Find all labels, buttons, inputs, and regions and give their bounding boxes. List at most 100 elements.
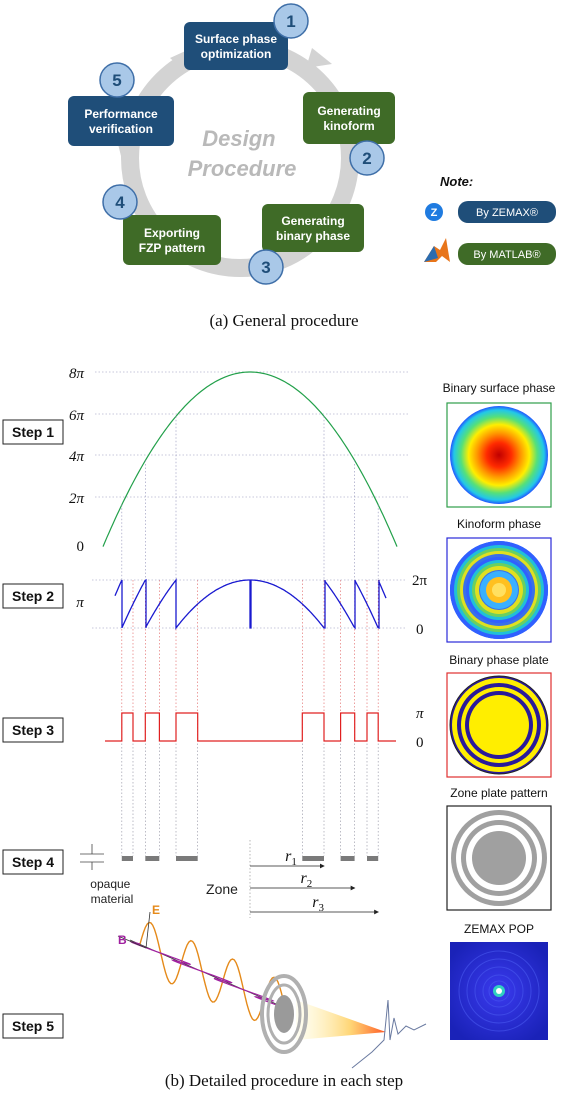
radius-subscript: 2 xyxy=(307,878,313,890)
matlab-legend-pill xyxy=(458,243,556,265)
step-label-box xyxy=(2,583,64,609)
step-box-label-line: binary phase xyxy=(276,229,350,243)
panel-title: Binary surface phase xyxy=(443,381,556,395)
radius-label: r1 xyxy=(285,848,297,868)
step-box-label-line: Surface phase xyxy=(195,32,277,46)
e-axis xyxy=(145,911,151,949)
step-label-box xyxy=(2,849,64,875)
step-label-box xyxy=(2,717,64,743)
step5-illustration: E B xyxy=(117,903,427,1069)
step3-binary-curve xyxy=(105,712,396,742)
pop-ring xyxy=(458,950,540,1032)
step-number-text: 3 xyxy=(261,258,270,277)
step-label: Step 5 xyxy=(12,1018,54,1034)
zemax-pop-rings xyxy=(458,950,540,1032)
focal-intensity-profile xyxy=(351,999,427,1069)
step-box-4 xyxy=(123,215,221,265)
opaque-zone-bar xyxy=(176,856,198,861)
opaque-line-2: material xyxy=(91,892,134,906)
opaque-zone-bar xyxy=(302,856,324,861)
zemax-legend-label: By ZEMAX® xyxy=(476,207,538,219)
step-box-label: Exporting FZP pattern xyxy=(139,226,205,255)
result-panels: Binary surface phase Kinoform phase Bina… xyxy=(443,381,556,1040)
panel-title: Kinoform phase xyxy=(457,517,541,531)
step3-tick-label: π xyxy=(416,706,424,722)
zone-label: Zone xyxy=(206,881,238,897)
e-field-label: E xyxy=(152,903,160,917)
fzp-center xyxy=(472,831,526,885)
opaque-zone-bar xyxy=(367,856,379,861)
step-label-box xyxy=(2,1013,64,1039)
step1-plot: 8π 6π 4π 2π 0 xyxy=(69,366,408,555)
cycle-arrowhead xyxy=(306,48,332,68)
step1-tick-label: 8π xyxy=(69,366,85,382)
radius-label: r2 xyxy=(300,870,312,890)
step1-tick-label: 2π xyxy=(69,491,85,507)
step-number-badge xyxy=(99,62,135,98)
step-label-box xyxy=(2,419,64,445)
b-axis xyxy=(117,935,147,949)
step4-opaque-bars xyxy=(121,856,379,861)
kinoform-center xyxy=(492,583,506,597)
opaque-zone-bar xyxy=(121,856,133,861)
step-number-text: 4 xyxy=(115,193,125,212)
opaque-zone-bar xyxy=(340,856,355,861)
step-number-badge xyxy=(102,184,138,220)
step-number-text: 1 xyxy=(286,12,295,31)
step-box-5 xyxy=(68,96,174,146)
step-label: Step 2 xyxy=(12,588,54,604)
step-box-label-line: optimization xyxy=(201,47,272,61)
step-box-label-line: Generating xyxy=(317,104,380,118)
radius-symbol: r xyxy=(312,894,319,911)
step-label: Step 1 xyxy=(12,424,54,440)
opaque-material-label: opaque material xyxy=(90,877,133,906)
step-box-label-line: Generating xyxy=(281,214,344,228)
matlab-legend-label: By MATLAB® xyxy=(473,249,540,261)
step1-tick-labels: 8π 6π 4π 2π 0 xyxy=(69,366,85,555)
zemax-logo-icon xyxy=(425,203,443,221)
step2-kinoform-curve xyxy=(114,578,387,630)
radius-symbol: r xyxy=(300,870,307,887)
step-number-text: 2 xyxy=(362,149,371,168)
kinoform-phase-image xyxy=(450,541,548,639)
step3-plot: π0 xyxy=(105,706,424,751)
step1-tick-label: 4π xyxy=(69,449,85,465)
step-box-2 xyxy=(303,92,395,144)
step-box-label: Surface phase optimization xyxy=(195,32,277,61)
caption-a: (a) General procedure xyxy=(209,311,358,330)
step2-tick-label: 0 xyxy=(416,622,424,638)
step-number-badge xyxy=(248,249,284,285)
pop-ring xyxy=(482,974,516,1008)
step-box-label: Performance verification xyxy=(84,107,158,136)
step-box-1 xyxy=(184,22,288,70)
step-box-label-line: Exporting xyxy=(144,226,200,240)
binary-surface-phase-image xyxy=(450,406,548,504)
panel-title: Binary phase plate xyxy=(449,653,549,667)
opaque-line-1: opaque xyxy=(90,877,130,891)
procedure-step-boxes: Surface phase optimization 1 Generating kino… xyxy=(68,3,395,285)
step-box-label-line: FZP pattern xyxy=(139,241,205,255)
step2-plot: π 2π 0 xyxy=(76,573,427,638)
step-labels: Step 1 Step 2 Step 3 Step 4 Step 5 xyxy=(2,419,64,1039)
caption-b: (b) Detailed procedure in each step xyxy=(165,1071,403,1090)
pop-ring xyxy=(488,980,510,1002)
step-box-label: Generating binary phase xyxy=(276,214,350,243)
binary-edge xyxy=(449,675,549,775)
step3-tick-labels: π0 xyxy=(416,706,424,751)
matlab-logo-shade xyxy=(424,246,438,262)
center-line-2: Procedure xyxy=(188,156,297,181)
step-label: Step 4 xyxy=(12,854,54,870)
pop-focal-core xyxy=(496,988,502,994)
step1-tick-label: 6π xyxy=(69,408,85,424)
zemax-legend-pill xyxy=(458,201,556,223)
step2-tick-label: 2π xyxy=(412,573,428,589)
radius-subscript: 3 xyxy=(318,902,324,914)
opaque-zone-bar xyxy=(145,856,160,861)
step-number-text: 5 xyxy=(112,71,121,90)
step-box-label: Generating kinoform xyxy=(317,104,380,133)
b-field-label: B xyxy=(118,933,127,947)
binary-ring xyxy=(469,695,529,755)
step-box-3 xyxy=(262,204,364,252)
step2-tick-labels: π 2π 0 xyxy=(76,573,427,638)
